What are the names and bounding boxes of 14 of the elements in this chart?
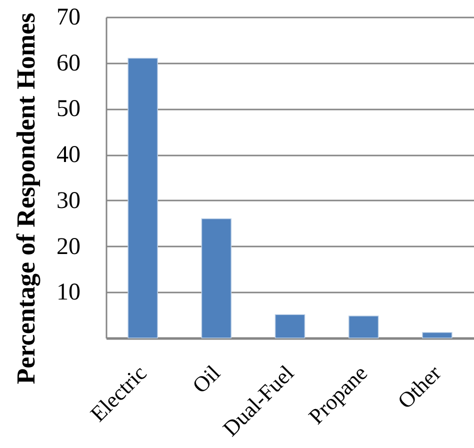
x-tick-label: Oil — [187, 360, 225, 398]
bar — [348, 316, 379, 338]
y-tick-label: 70 — [56, 4, 80, 30]
bar — [201, 218, 232, 338]
bar — [128, 58, 158, 338]
y-tick-label: 60 — [56, 50, 80, 76]
y-tick-label: 50 — [56, 96, 80, 122]
y-axis-title: Percentage of Respondent Homes — [12, 12, 40, 384]
y-tick-label: 20 — [56, 234, 80, 260]
y-tick-label: 30 — [56, 188, 80, 214]
y-tick-label: 40 — [56, 142, 80, 168]
bar — [422, 332, 452, 338]
y-tick-label: 10 — [56, 280, 80, 306]
bar — [274, 314, 306, 338]
